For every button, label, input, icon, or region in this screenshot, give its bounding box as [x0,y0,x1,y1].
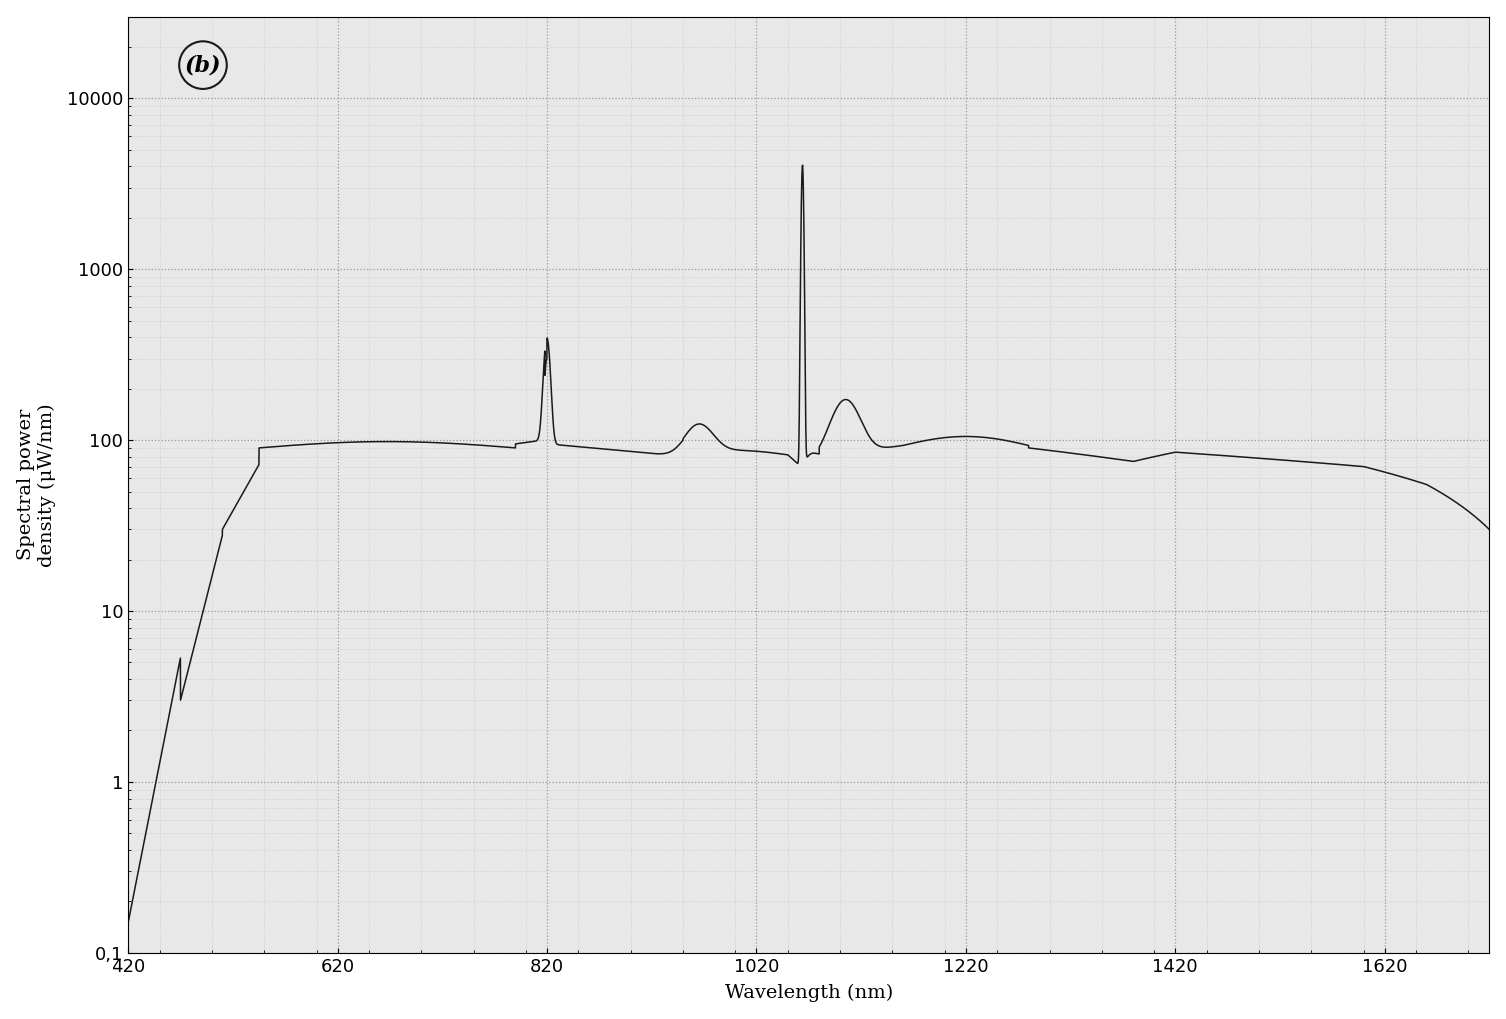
Y-axis label: Spectral power
density (μW/nm): Spectral power density (μW/nm) [17,403,56,567]
X-axis label: Wavelength (nm): Wavelength (nm) [724,984,893,1003]
Text: (b): (b) [185,54,221,76]
